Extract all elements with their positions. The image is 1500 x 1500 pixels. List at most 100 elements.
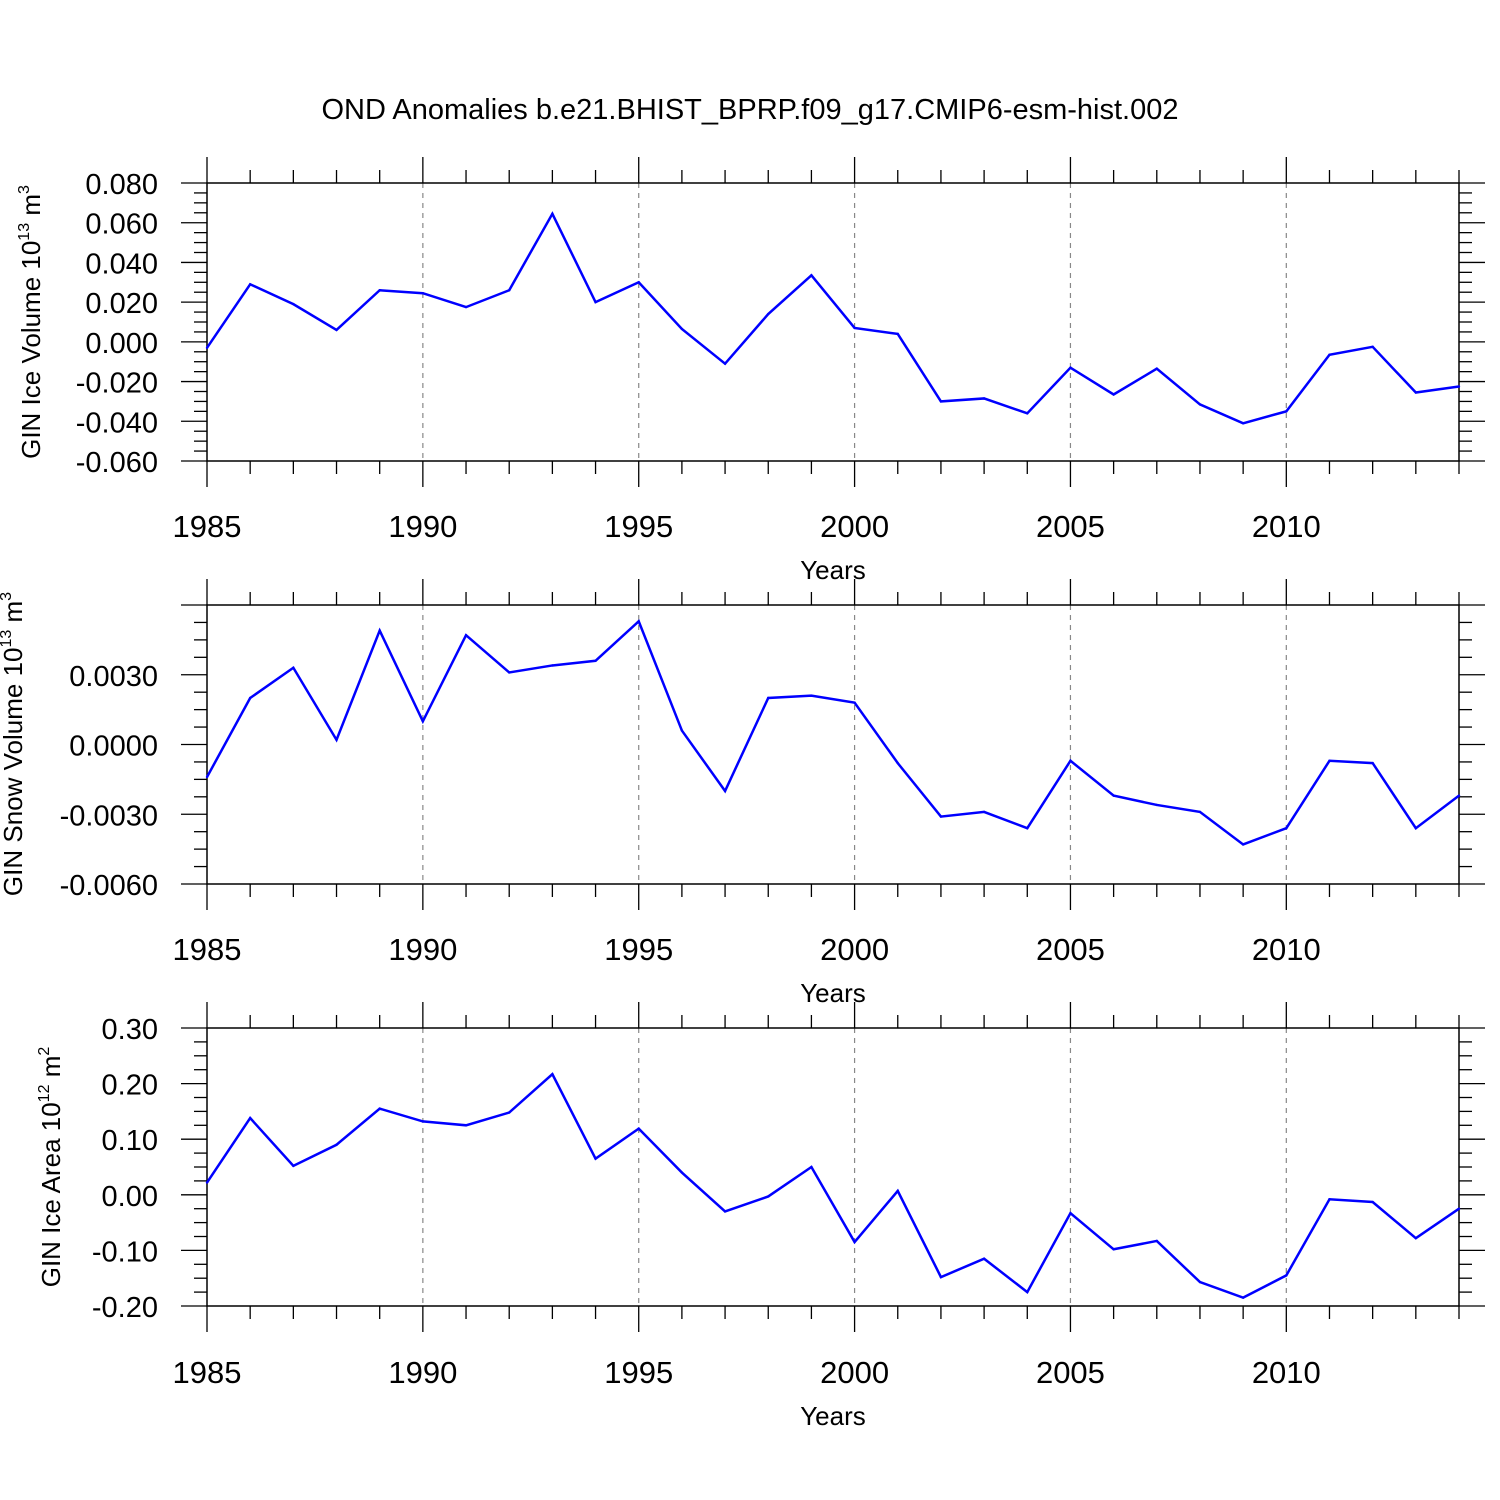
data-point [680, 327, 684, 331]
data-point [378, 289, 381, 292]
y-axis-label: GIN Snow Volume 1013 m3 [0, 592, 28, 896]
data-point [982, 810, 986, 814]
plot-frame [206, 1027, 1460, 1307]
data-point [1457, 385, 1461, 388]
y-tick-label: -0.0030 [60, 800, 158, 832]
data-point [551, 212, 554, 215]
data-point [853, 701, 856, 704]
data-point [594, 659, 597, 662]
y-tick-label: 0.040 [85, 248, 158, 280]
data-point [680, 729, 684, 732]
data-point [767, 312, 770, 316]
data-point [1198, 810, 1202, 814]
x-tick-label: 2010 [1252, 1355, 1321, 1390]
figure-title: OND Anomalies b.e21.BHIST_BPRP.f09_g17.C… [322, 94, 1179, 126]
data-point [810, 1165, 813, 1169]
x-axis-label: Years [800, 978, 866, 1008]
panel-2: 0.0030 0.0000 -0.0030 -0.0060 1985 1990 1995 20… [0, 579, 1485, 1008]
y-tick-label: 0.060 [85, 209, 158, 241]
x-tick-label: 2010 [1252, 509, 1321, 544]
data-point [1328, 1198, 1331, 1201]
data-point [464, 1124, 468, 1127]
x-axis-label: Years [800, 555, 866, 585]
x-tick-label: 1985 [173, 1355, 242, 1390]
data-point [637, 620, 640, 623]
panel-3: 0.30 0.20 0.10 0.00 -0.10 -0.20 1985 1990 1995 20… [36, 1002, 1485, 1431]
data-point [1414, 827, 1418, 830]
y-tick-label: 0.020 [85, 288, 158, 320]
y-tick-label: 0.0030 [69, 661, 158, 693]
data-point [896, 332, 899, 336]
y-axis-label: GIN Ice Area 1012 m2 [36, 1047, 66, 1288]
data-point [508, 289, 511, 292]
data-point [335, 1143, 338, 1146]
data-point [1112, 794, 1115, 797]
data-point [248, 1116, 252, 1120]
y-tick-label: 0.10 [102, 1125, 158, 1157]
data-point [421, 292, 425, 295]
data-point [1026, 827, 1029, 830]
plot-frame [206, 604, 1460, 885]
data-point [1198, 403, 1202, 406]
data-point [1328, 353, 1331, 356]
y-tick-label: -0.060 [76, 447, 158, 479]
data-point [464, 305, 468, 309]
data-point [1069, 1211, 1072, 1215]
data-point [853, 1240, 856, 1244]
data-point [1285, 410, 1288, 413]
data-point [1371, 1200, 1374, 1204]
y-tick-label: -0.0060 [60, 870, 158, 902]
x-tick-label: 2000 [820, 1355, 889, 1390]
data-point [1026, 1290, 1029, 1294]
x-tick-label: 1985 [173, 509, 242, 544]
data-point [335, 738, 338, 742]
plot-frame [206, 182, 1460, 462]
data-point [378, 629, 381, 632]
data-point [1328, 759, 1331, 762]
data-point [551, 664, 554, 667]
data-point [1112, 393, 1115, 396]
data-point [767, 1195, 770, 1198]
data-point [205, 346, 209, 350]
data-point [205, 775, 209, 779]
x-tick-label: 1995 [604, 509, 673, 544]
data-point [248, 696, 252, 700]
y-tick-label: 0.080 [85, 169, 158, 201]
data-point [680, 1171, 684, 1174]
data-point [1371, 345, 1374, 349]
x-tick-label: 1990 [388, 1355, 457, 1390]
data-point [1112, 1248, 1115, 1251]
y-tick-label: 0.0000 [69, 731, 158, 763]
data-point [508, 1111, 511, 1114]
data-point [637, 281, 640, 284]
series-line [205, 211, 1460, 425]
series-line [205, 1072, 1460, 1300]
y-tick-label: 0.30 [102, 1014, 158, 1046]
data-point [810, 274, 813, 277]
x-tick-label: 2005 [1036, 509, 1105, 544]
data-point [1198, 1280, 1202, 1284]
data-point [853, 326, 856, 330]
data-point [1026, 412, 1029, 415]
x-tick-label: 1995 [604, 932, 673, 967]
data-point [939, 815, 943, 818]
data-point [896, 761, 899, 765]
data-point [1241, 1296, 1245, 1299]
data-point [1241, 843, 1245, 846]
data-point [896, 1189, 899, 1193]
y-tick-label: -0.020 [76, 368, 158, 400]
x-axis-label: Years [800, 1401, 866, 1431]
panels: 0.080 0.060 0.040 0.020 0.000 -0.020 -0.040 -0.… [0, 157, 1485, 1431]
data-point [594, 1157, 597, 1160]
data-point [292, 1164, 295, 1168]
data-point [723, 1210, 727, 1213]
data-point [723, 789, 727, 793]
x-tick-label: 2000 [820, 509, 889, 544]
data-point [378, 1107, 381, 1110]
data-point [939, 400, 943, 403]
data-point [1457, 794, 1461, 797]
data-point [205, 1181, 209, 1184]
series-line [205, 619, 1460, 846]
data-point [421, 720, 425, 723]
